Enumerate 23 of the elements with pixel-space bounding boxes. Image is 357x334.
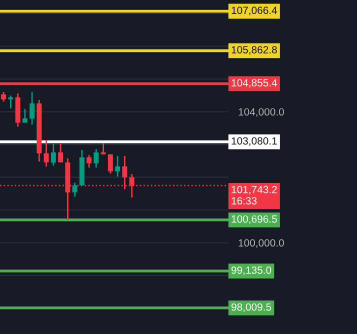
candlestick xyxy=(1,91,6,102)
candlestick xyxy=(44,139,49,168)
ref-line-label: 99,135.0 xyxy=(231,266,272,276)
candlestick xyxy=(72,182,78,198)
candlestick xyxy=(30,91,35,126)
candlestick xyxy=(50,143,56,166)
ref-line-label: 104,855.4 xyxy=(232,79,278,88)
candlestick xyxy=(8,94,14,110)
y-tick-label: 104,000.0 xyxy=(238,108,284,117)
candlestick xyxy=(86,154,92,168)
candlestick xyxy=(58,143,64,164)
ref-line-label: 103,080.1 xyxy=(232,137,277,146)
candlestick xyxy=(94,148,99,168)
ref-line-label: 101,743.2 16:33 xyxy=(232,186,277,204)
candlestick xyxy=(100,142,106,156)
ref-line-label: 98,009.5 xyxy=(231,303,272,312)
y-tick-label: 100,000.0 xyxy=(238,239,284,248)
ref-line-label: 105,862.8 xyxy=(232,46,277,55)
candlestick xyxy=(22,108,28,124)
ref-line-label: 100,696.5 xyxy=(232,215,277,224)
candlestick xyxy=(115,155,120,178)
candlestick xyxy=(108,154,113,174)
ref-line-label: 107,066.4 xyxy=(232,6,278,16)
